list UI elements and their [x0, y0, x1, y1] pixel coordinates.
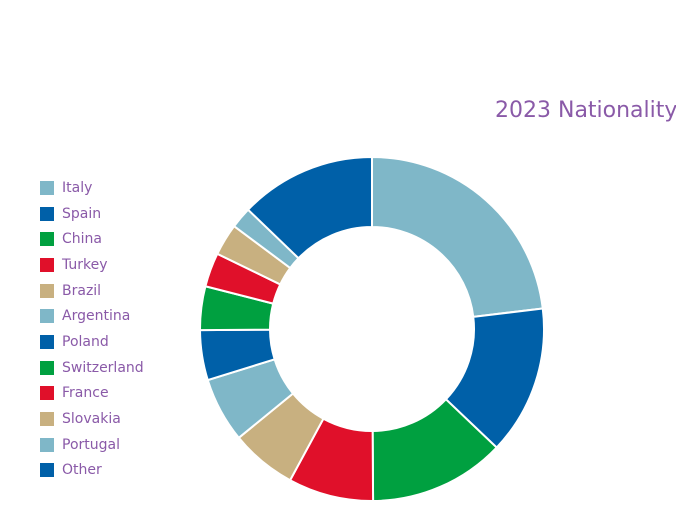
legend-label: Other — [62, 462, 102, 479]
legend-swatch — [40, 283, 54, 298]
legend-label: Argentina — [62, 308, 131, 325]
legend-item-italy: Italy — [40, 175, 144, 201]
legend-label: Brazil — [62, 282, 102, 299]
chart-legend: Italy Spain China Turkey Brazil Argentina Pola… — [40, 175, 144, 483]
legend-swatch — [40, 360, 54, 375]
legend-swatch — [40, 180, 54, 195]
legend-item-argentina: Argentina — [40, 303, 144, 329]
legend-item-turkey: Turkey — [40, 252, 144, 278]
legend-swatch — [40, 257, 54, 272]
legend-swatch — [40, 334, 54, 349]
legend-item-other: Other — [40, 458, 144, 484]
legend-label: Turkey — [62, 256, 108, 273]
legend-swatch — [40, 206, 54, 221]
chart-title: 2023 Nationality — [495, 98, 676, 123]
legend-label: France — [62, 385, 109, 402]
legend-swatch — [40, 437, 54, 452]
legend-item-switzerland: Switzerland — [40, 355, 144, 381]
legend-label: Spain — [62, 205, 102, 222]
legend-label: Switzerland — [62, 359, 144, 376]
legend-item-france: France — [40, 381, 144, 407]
legend-swatch — [40, 309, 54, 324]
legend-label: Slovakia — [62, 411, 121, 428]
legend-item-spain: Spain — [40, 201, 144, 227]
legend-label: Portugal — [62, 436, 120, 453]
legend-item-poland: Poland — [40, 329, 144, 355]
legend-swatch — [40, 463, 54, 478]
legend-label: China — [62, 231, 102, 248]
donut-slice-other — [246, 155, 373, 260]
legend-label: Italy — [62, 179, 93, 196]
legend-swatch — [40, 412, 54, 427]
legend-item-brazil: Brazil — [40, 278, 144, 304]
legend-item-portugal: Portugal — [40, 432, 144, 458]
legend-item-china: China — [40, 226, 144, 252]
legend-swatch — [40, 232, 54, 247]
legend-swatch — [40, 386, 54, 401]
legend-item-slovakia: Slovakia — [40, 406, 144, 432]
legend-label: Poland — [62, 333, 109, 350]
donut-slice-italy — [371, 155, 544, 318]
